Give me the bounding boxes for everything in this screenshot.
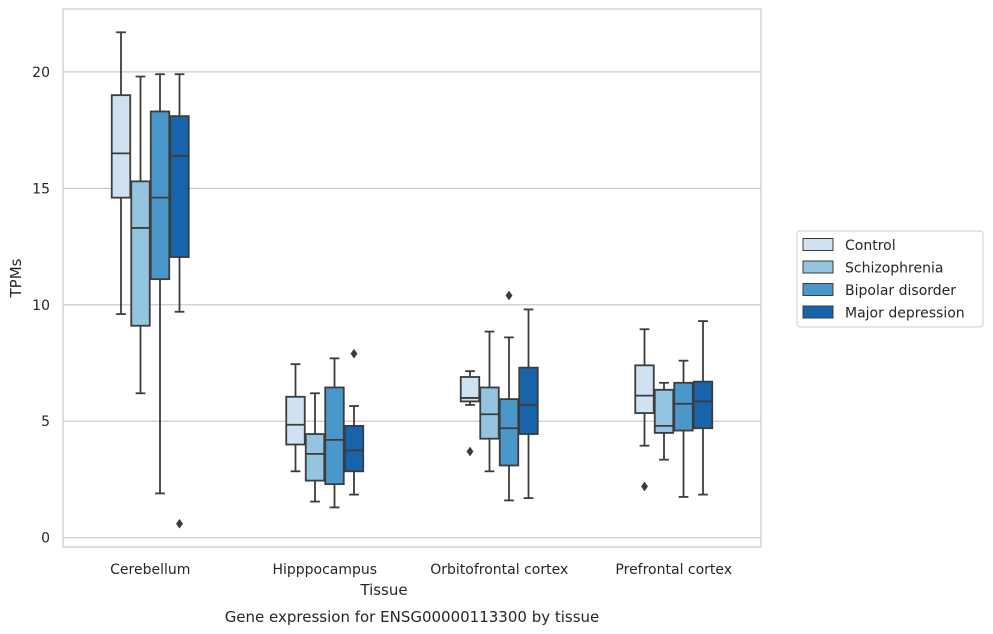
iqr-box bbox=[169, 115, 190, 258]
box-major-depression-cerebellum bbox=[169, 73, 190, 529]
legend-swatch bbox=[802, 238, 834, 251]
chart-caption: Gene expression for ENSG00000113300 by t… bbox=[225, 608, 600, 626]
outlier-point bbox=[175, 518, 184, 529]
iqr-box bbox=[653, 388, 675, 434]
box-bipolar-disorder-orbitofrontal-cortex bbox=[498, 290, 520, 502]
iqr-box bbox=[518, 366, 539, 435]
box-bipolar-disorder-hipppocampus bbox=[324, 357, 345, 509]
box-schizophrenia-prefrontal-cortex bbox=[653, 381, 675, 461]
y-axis-label: TPMs bbox=[7, 258, 25, 298]
y-tick-label: 0 bbox=[41, 531, 50, 547]
legend: Control Schizophrenia Bipolar disorder Majo… bbox=[796, 230, 984, 328]
outlier-point bbox=[350, 348, 358, 359]
box-control-cerebellum bbox=[110, 31, 132, 315]
box-control-orbitofrontal-cortex bbox=[459, 370, 481, 457]
legend-swatch bbox=[802, 260, 834, 274]
plot-frame bbox=[62, 8, 762, 548]
legend-label: Control bbox=[845, 238, 896, 254]
box-schizophrenia-cerebellum bbox=[130, 75, 151, 395]
iqr-box bbox=[479, 386, 500, 440]
box-bipolar-disorder-cerebellum bbox=[149, 73, 171, 495]
legend-swatch bbox=[802, 283, 834, 296]
legend-swatch bbox=[802, 305, 834, 319]
iqr-box bbox=[673, 381, 694, 432]
iqr-box bbox=[459, 376, 481, 403]
iqr-box bbox=[634, 364, 655, 414]
iqr-box bbox=[110, 94, 132, 199]
outlier-point bbox=[505, 290, 513, 301]
x-tick-label: Hipppocampus bbox=[272, 562, 377, 578]
x-tick-label: Prefrontal cortex bbox=[615, 562, 732, 578]
iqr-box bbox=[498, 398, 520, 467]
box-layer bbox=[110, 31, 714, 529]
box-schizophrenia-hipppocampus bbox=[304, 392, 326, 503]
y-tick-label: 20 bbox=[32, 65, 50, 81]
iqr-box bbox=[324, 386, 345, 486]
iqr-box bbox=[304, 433, 326, 482]
x-tick-labels: Cerebellum Hipppocampus Orbitofrontal cort… bbox=[110, 562, 732, 578]
outlier-point bbox=[640, 481, 649, 492]
iqr-box bbox=[130, 180, 151, 327]
x-tick-label: Cerebellum bbox=[110, 562, 190, 578]
box-major-depression-prefrontal-cortex bbox=[692, 320, 714, 496]
box-schizophrenia-orbitofrontal-cortex bbox=[479, 330, 500, 473]
iqr-box bbox=[692, 380, 714, 430]
legend-label: Schizophrenia bbox=[845, 261, 943, 277]
box-control-hipppocampus bbox=[285, 363, 306, 473]
box-major-depression-hipppocampus bbox=[343, 348, 365, 496]
y-tick-label: 15 bbox=[32, 181, 50, 197]
iqr-box bbox=[343, 424, 365, 473]
legend-label: Bipolar disorder bbox=[845, 283, 956, 299]
legend-frame bbox=[796, 230, 984, 328]
y-tick-labels: 0 5 10 15 20 bbox=[32, 65, 50, 547]
box-control-prefrontal-cortex bbox=[634, 328, 655, 492]
legend-label: Major depression bbox=[845, 306, 965, 322]
outlier-point bbox=[466, 446, 474, 457]
iqr-box bbox=[149, 110, 171, 281]
box-major-depression-orbitofrontal-cortex bbox=[518, 308, 539, 499]
iqr-box bbox=[285, 395, 306, 446]
box-bipolar-disorder-prefrontal-cortex bbox=[673, 359, 694, 498]
y-tick-label: 10 bbox=[32, 298, 50, 314]
y-tick-label: 5 bbox=[41, 414, 50, 430]
x-axis-label: Tissue bbox=[359, 581, 407, 599]
x-tick-label: Orbitofrontal cortex bbox=[430, 562, 568, 578]
